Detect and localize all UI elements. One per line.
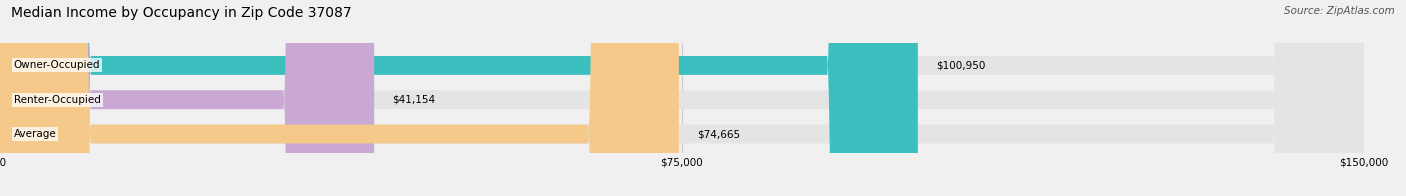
FancyBboxPatch shape (0, 0, 918, 196)
FancyBboxPatch shape (0, 0, 1364, 196)
Text: Owner-Occupied: Owner-Occupied (14, 60, 100, 70)
FancyBboxPatch shape (0, 0, 1364, 196)
Text: $100,950: $100,950 (936, 60, 986, 70)
Text: Renter-Occupied: Renter-Occupied (14, 95, 100, 105)
Text: $41,154: $41,154 (392, 95, 436, 105)
FancyBboxPatch shape (0, 0, 1364, 196)
Text: $74,665: $74,665 (697, 129, 740, 139)
FancyBboxPatch shape (0, 0, 374, 196)
Text: Average: Average (14, 129, 56, 139)
Text: Median Income by Occupancy in Zip Code 37087: Median Income by Occupancy in Zip Code 3… (11, 6, 352, 20)
FancyBboxPatch shape (0, 0, 679, 196)
Text: Source: ZipAtlas.com: Source: ZipAtlas.com (1284, 6, 1395, 16)
